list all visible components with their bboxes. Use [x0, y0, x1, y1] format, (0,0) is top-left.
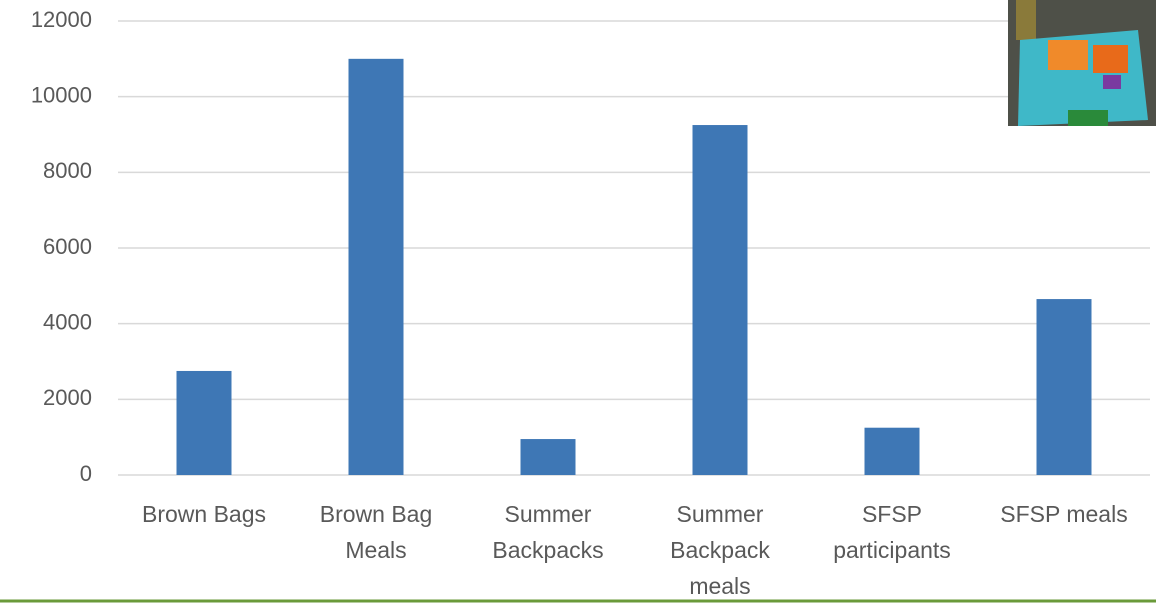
y-tick-label: 4000: [43, 309, 92, 334]
photo-art: [1008, 0, 1156, 126]
photo-item: [1103, 75, 1121, 89]
y-tick-label: 10000: [31, 82, 92, 107]
x-tick-label: Brown Bags: [141, 501, 266, 527]
y-tick-label: 0: [80, 461, 92, 486]
x-tick-label: Brown Bag Meals: [319, 501, 433, 563]
bar: [176, 370, 232, 475]
photo-item: [1068, 110, 1108, 126]
y-tick-label: 8000: [43, 158, 92, 183]
photo-item: [1093, 45, 1128, 73]
photo-item: [1048, 40, 1088, 70]
photo-lamp: [1016, 0, 1036, 40]
x-tick-label: Summer Backpacks: [492, 501, 604, 563]
x-tick-label: SFSP meals: [1000, 501, 1128, 527]
bar: [520, 439, 576, 475]
y-tick-label: 2000: [43, 385, 92, 410]
y-tick-label: 6000: [43, 234, 92, 259]
photo: [1008, 0, 1156, 126]
bar: [864, 427, 920, 475]
bar: [348, 58, 404, 475]
y-tick-label: 12000: [31, 7, 92, 32]
bar: [1036, 299, 1092, 475]
bar: [692, 125, 748, 476]
x-tick-label: SFSP participants: [833, 501, 951, 563]
x-tick-label: Summer Backpack meals: [670, 501, 770, 599]
